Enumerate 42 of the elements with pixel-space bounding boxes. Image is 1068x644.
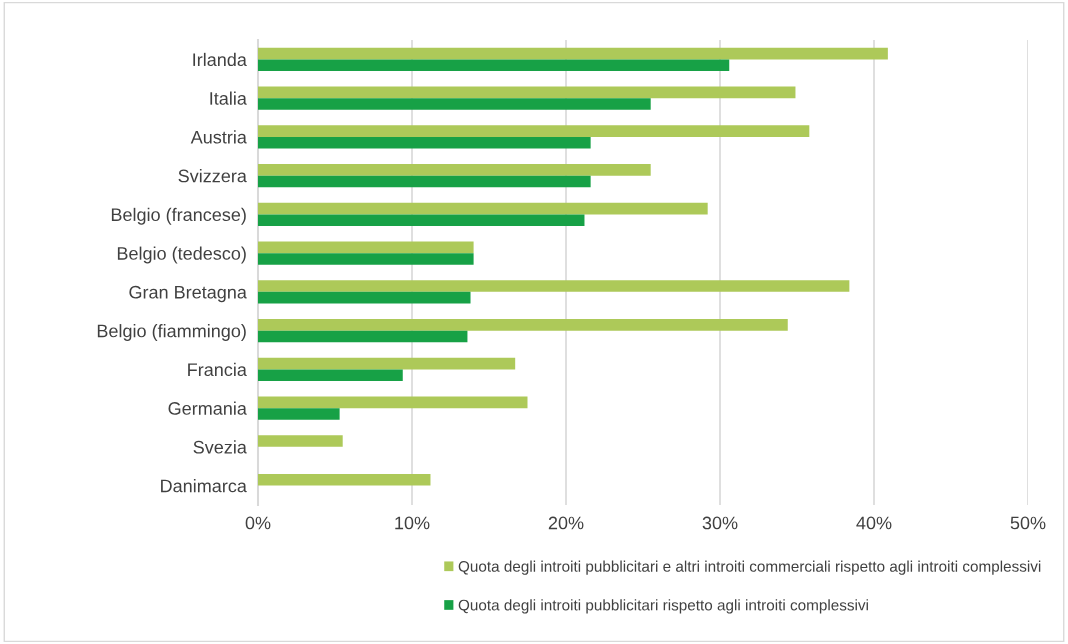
bar [258, 86, 796, 99]
y-tick-label: Svezia [193, 440, 247, 454]
bar [258, 396, 528, 409]
bar [258, 125, 810, 137]
bar [258, 253, 474, 265]
bar [258, 47, 888, 60]
y-tick-label: Danimarca [161, 479, 247, 493]
y-tick-label: Francia [188, 362, 247, 377]
x-tick-label: 50% [1010, 516, 1046, 530]
bar [258, 175, 591, 188]
bar [258, 474, 431, 486]
bar [258, 319, 788, 331]
y-tick-label: Austria [190, 130, 247, 144]
y-tick-label: Belgio (francese) [111, 207, 246, 225]
y-tick-label: Gran Bretagna [129, 285, 247, 303]
bar [258, 136, 591, 149]
x-tick-label: 10% [395, 516, 430, 530]
y-tick-label: Germania [168, 401, 247, 415]
x-tick-label: 40% [856, 516, 892, 530]
bar [258, 435, 343, 447]
bar [258, 241, 474, 254]
bar [258, 59, 730, 71]
bar [258, 164, 651, 176]
bar [258, 214, 585, 226]
bar [258, 202, 708, 215]
x-tick-label: 30% [702, 516, 738, 530]
bar [258, 98, 651, 110]
legend-label: Quota degli introiti pubblicitari e altri introiti commerciali rispetto agli introiti complessivi [458, 560, 1041, 575]
bar [258, 280, 850, 292]
x-tick-label: 20% [548, 516, 584, 530]
bar [258, 291, 471, 304]
y-tick-label: Svizzera [178, 169, 247, 183]
bar [258, 330, 468, 343]
legend-label: Quota degli introiti pubblicitari rispetto agli introiti complessivi [458, 599, 868, 614]
bar [258, 357, 516, 370]
bar [258, 408, 340, 420]
bar [258, 369, 403, 381]
y-tick-label: Italia [210, 91, 247, 105]
y-tick-label: Irlanda [193, 52, 247, 67]
y-tick-label: Belgio (tedesco) [117, 246, 246, 264]
x-tick-label: 0% [245, 516, 271, 530]
y-tick-label: Belgio (fiammingo) [97, 324, 246, 341]
